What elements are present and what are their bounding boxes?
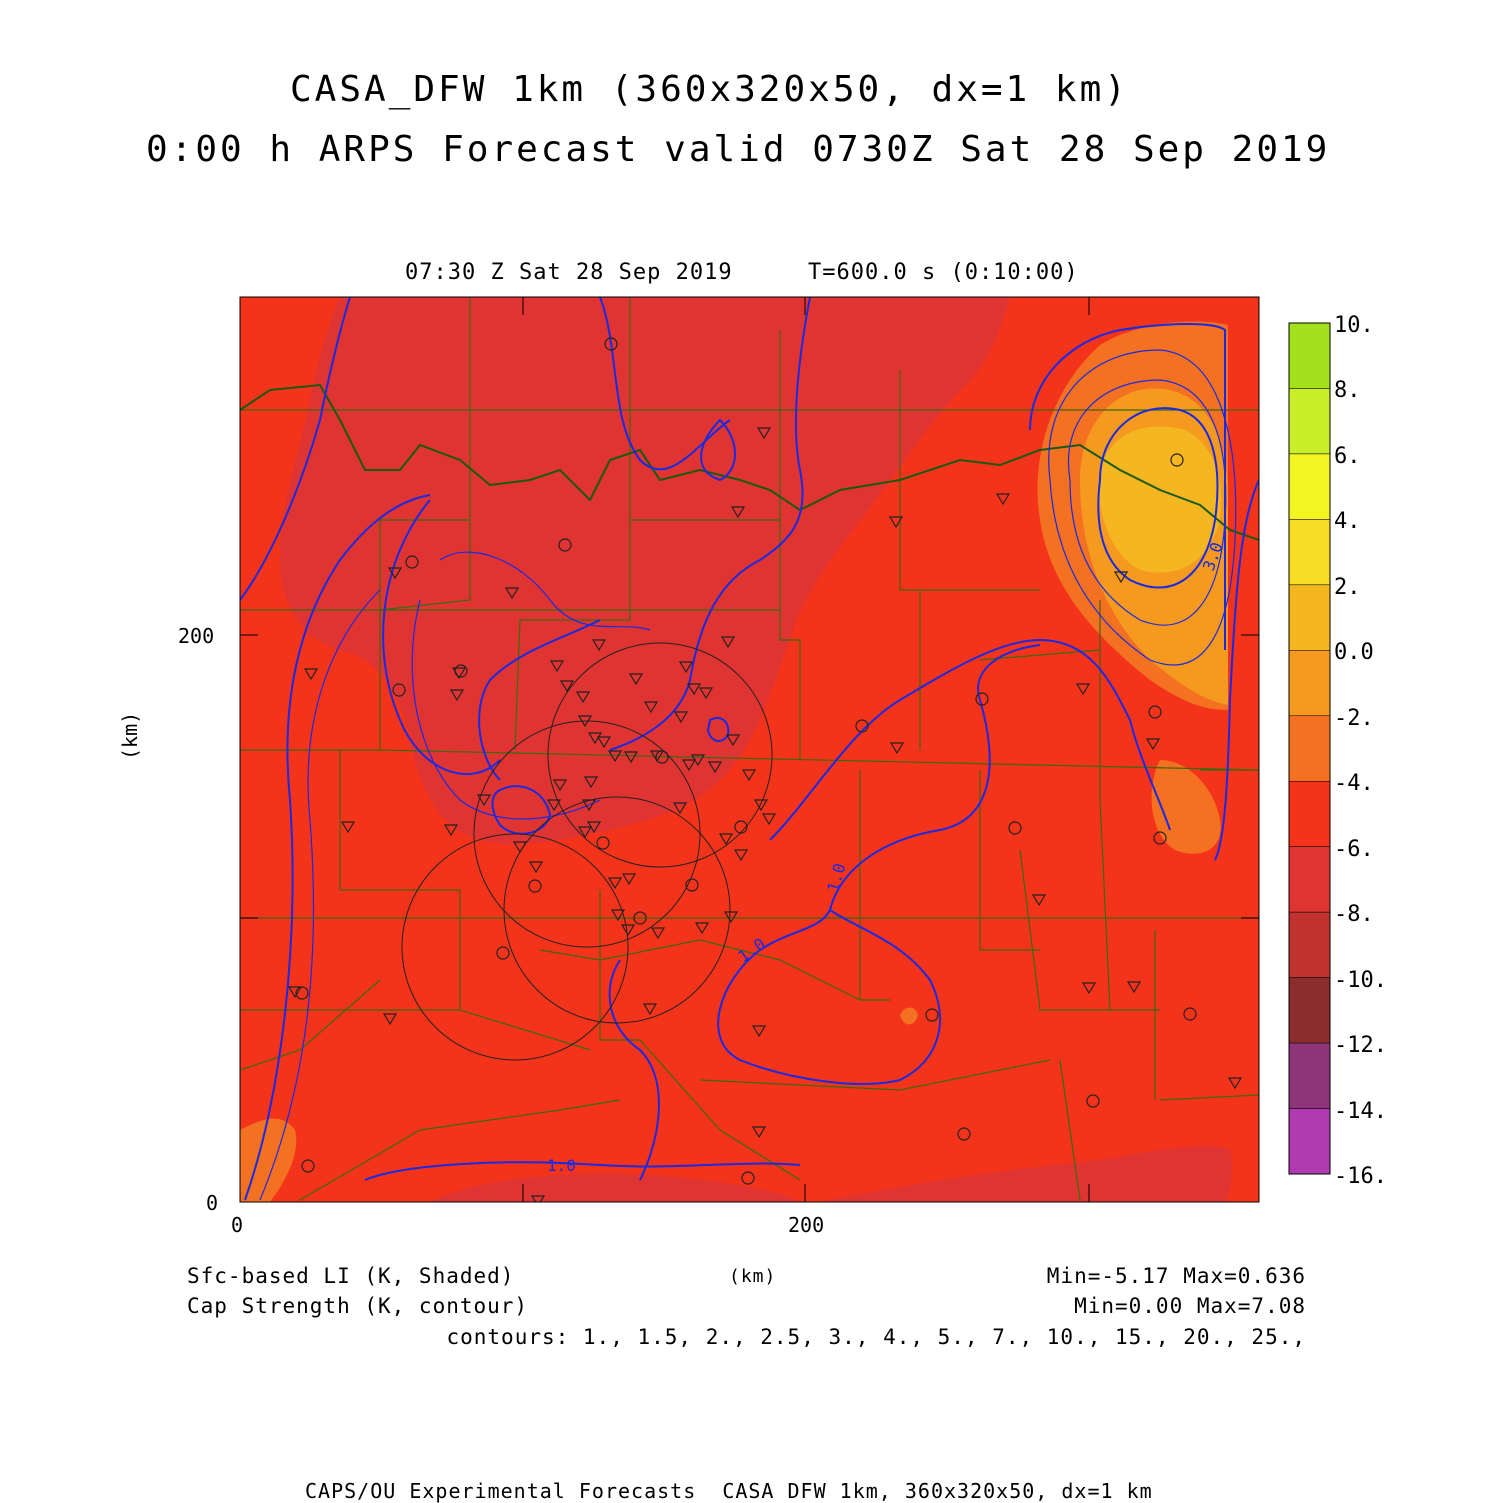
title-line-2: 0:00 h ARPS Forecast valid 0730Z Sat 28 … xyxy=(146,129,1331,170)
y-tick-label: 0 xyxy=(206,1191,219,1215)
colorbar-swatch xyxy=(1288,519,1331,586)
colorbar-swatch xyxy=(1288,1108,1331,1175)
colorbar-swatch xyxy=(1288,715,1331,782)
footer-credit: CAPS/OU Experimental Forecasts CASA DFW … xyxy=(305,1479,1153,1503)
legend-field-2: Cap Strength (K, contour) xyxy=(187,1294,529,1318)
colorbar-swatch xyxy=(1288,453,1331,520)
colorbar-swatch xyxy=(1288,780,1331,847)
colorbar-swatch xyxy=(1288,977,1331,1044)
legend-contours: contours: 1., 1.5, 2., 2.5, 3., 4., 5., … xyxy=(446,1325,1306,1349)
colorbar-swatch xyxy=(1288,322,1331,389)
colorbar-label: 2. xyxy=(1334,574,1361,600)
colorbar-swatch xyxy=(1288,911,1331,978)
colorbar-label: 4. xyxy=(1334,509,1361,535)
li-darker-southeast xyxy=(820,1145,1233,1202)
station-triangles xyxy=(287,427,1243,1202)
colorbar xyxy=(1288,322,1331,1175)
legend-minmax-2: Min=0.00 Max=7.08 xyxy=(1074,1294,1306,1318)
panel-time-label: 07:30 Z Sat 28 Sep 2019 xyxy=(405,260,733,285)
cap-strength-contours xyxy=(240,297,1259,1201)
map-shading: 1.0 1.0 1.0 3.0 xyxy=(240,297,1259,1202)
county-lines xyxy=(240,297,1259,1201)
radar-range-rings xyxy=(401,642,773,1061)
colorbar-label: 10. xyxy=(1334,313,1374,338)
y-tick-label: 200 xyxy=(178,624,215,648)
colorbar-label: -2. xyxy=(1334,705,1374,731)
colorbar-swatch xyxy=(1288,1042,1331,1109)
colorbar-label: -4. xyxy=(1334,771,1374,797)
colorbar-label: -12. xyxy=(1334,1033,1387,1059)
legend-minmax-1: Min=-5.17 Max=0.636 xyxy=(1046,1264,1306,1288)
colorbar-frame xyxy=(1288,322,1331,1175)
station-circles xyxy=(295,337,1197,1185)
colorbar-label: -8. xyxy=(1334,902,1374,928)
li-orange-east xyxy=(1151,760,1221,854)
contour-label: 1.0 xyxy=(547,1156,576,1175)
colorbar-label: -14. xyxy=(1334,1098,1387,1124)
colorbar-label: 8. xyxy=(1334,378,1361,404)
x-tick-label: 200 xyxy=(788,1213,825,1237)
colorbar-label: 0.0 xyxy=(1334,640,1374,666)
colorbar-swatch xyxy=(1288,846,1331,913)
panel-model-time: T=600.0 s (0:10:00) xyxy=(808,260,1079,285)
li-darker-region xyxy=(280,297,1010,845)
li-orange-spot xyxy=(900,1007,918,1025)
plot-frame xyxy=(239,296,1260,1203)
colorbar-label: -16. xyxy=(1334,1164,1387,1189)
boundary-line xyxy=(240,383,1259,541)
li-yellow-core xyxy=(1099,426,1222,573)
x-tick-label: 0 xyxy=(231,1213,244,1237)
colorbar-label: -10. xyxy=(1334,967,1387,993)
colorbar-swatch xyxy=(1288,650,1331,717)
y-axis-unit: (km) xyxy=(118,711,142,760)
axis-ticks xyxy=(240,297,1259,1202)
colorbar-swatch xyxy=(1288,584,1331,651)
colorbar-label: -6. xyxy=(1334,836,1374,862)
x-axis-unit: (km) xyxy=(729,1266,777,1287)
title-line-1: CASA_DFW 1km (360x320x50, dx=1 km) xyxy=(290,69,1129,110)
colorbar-swatch xyxy=(1288,388,1331,455)
legend-field-1: Sfc-based LI (K, Shaded) xyxy=(187,1264,515,1288)
colorbar-label: 6. xyxy=(1334,443,1361,469)
